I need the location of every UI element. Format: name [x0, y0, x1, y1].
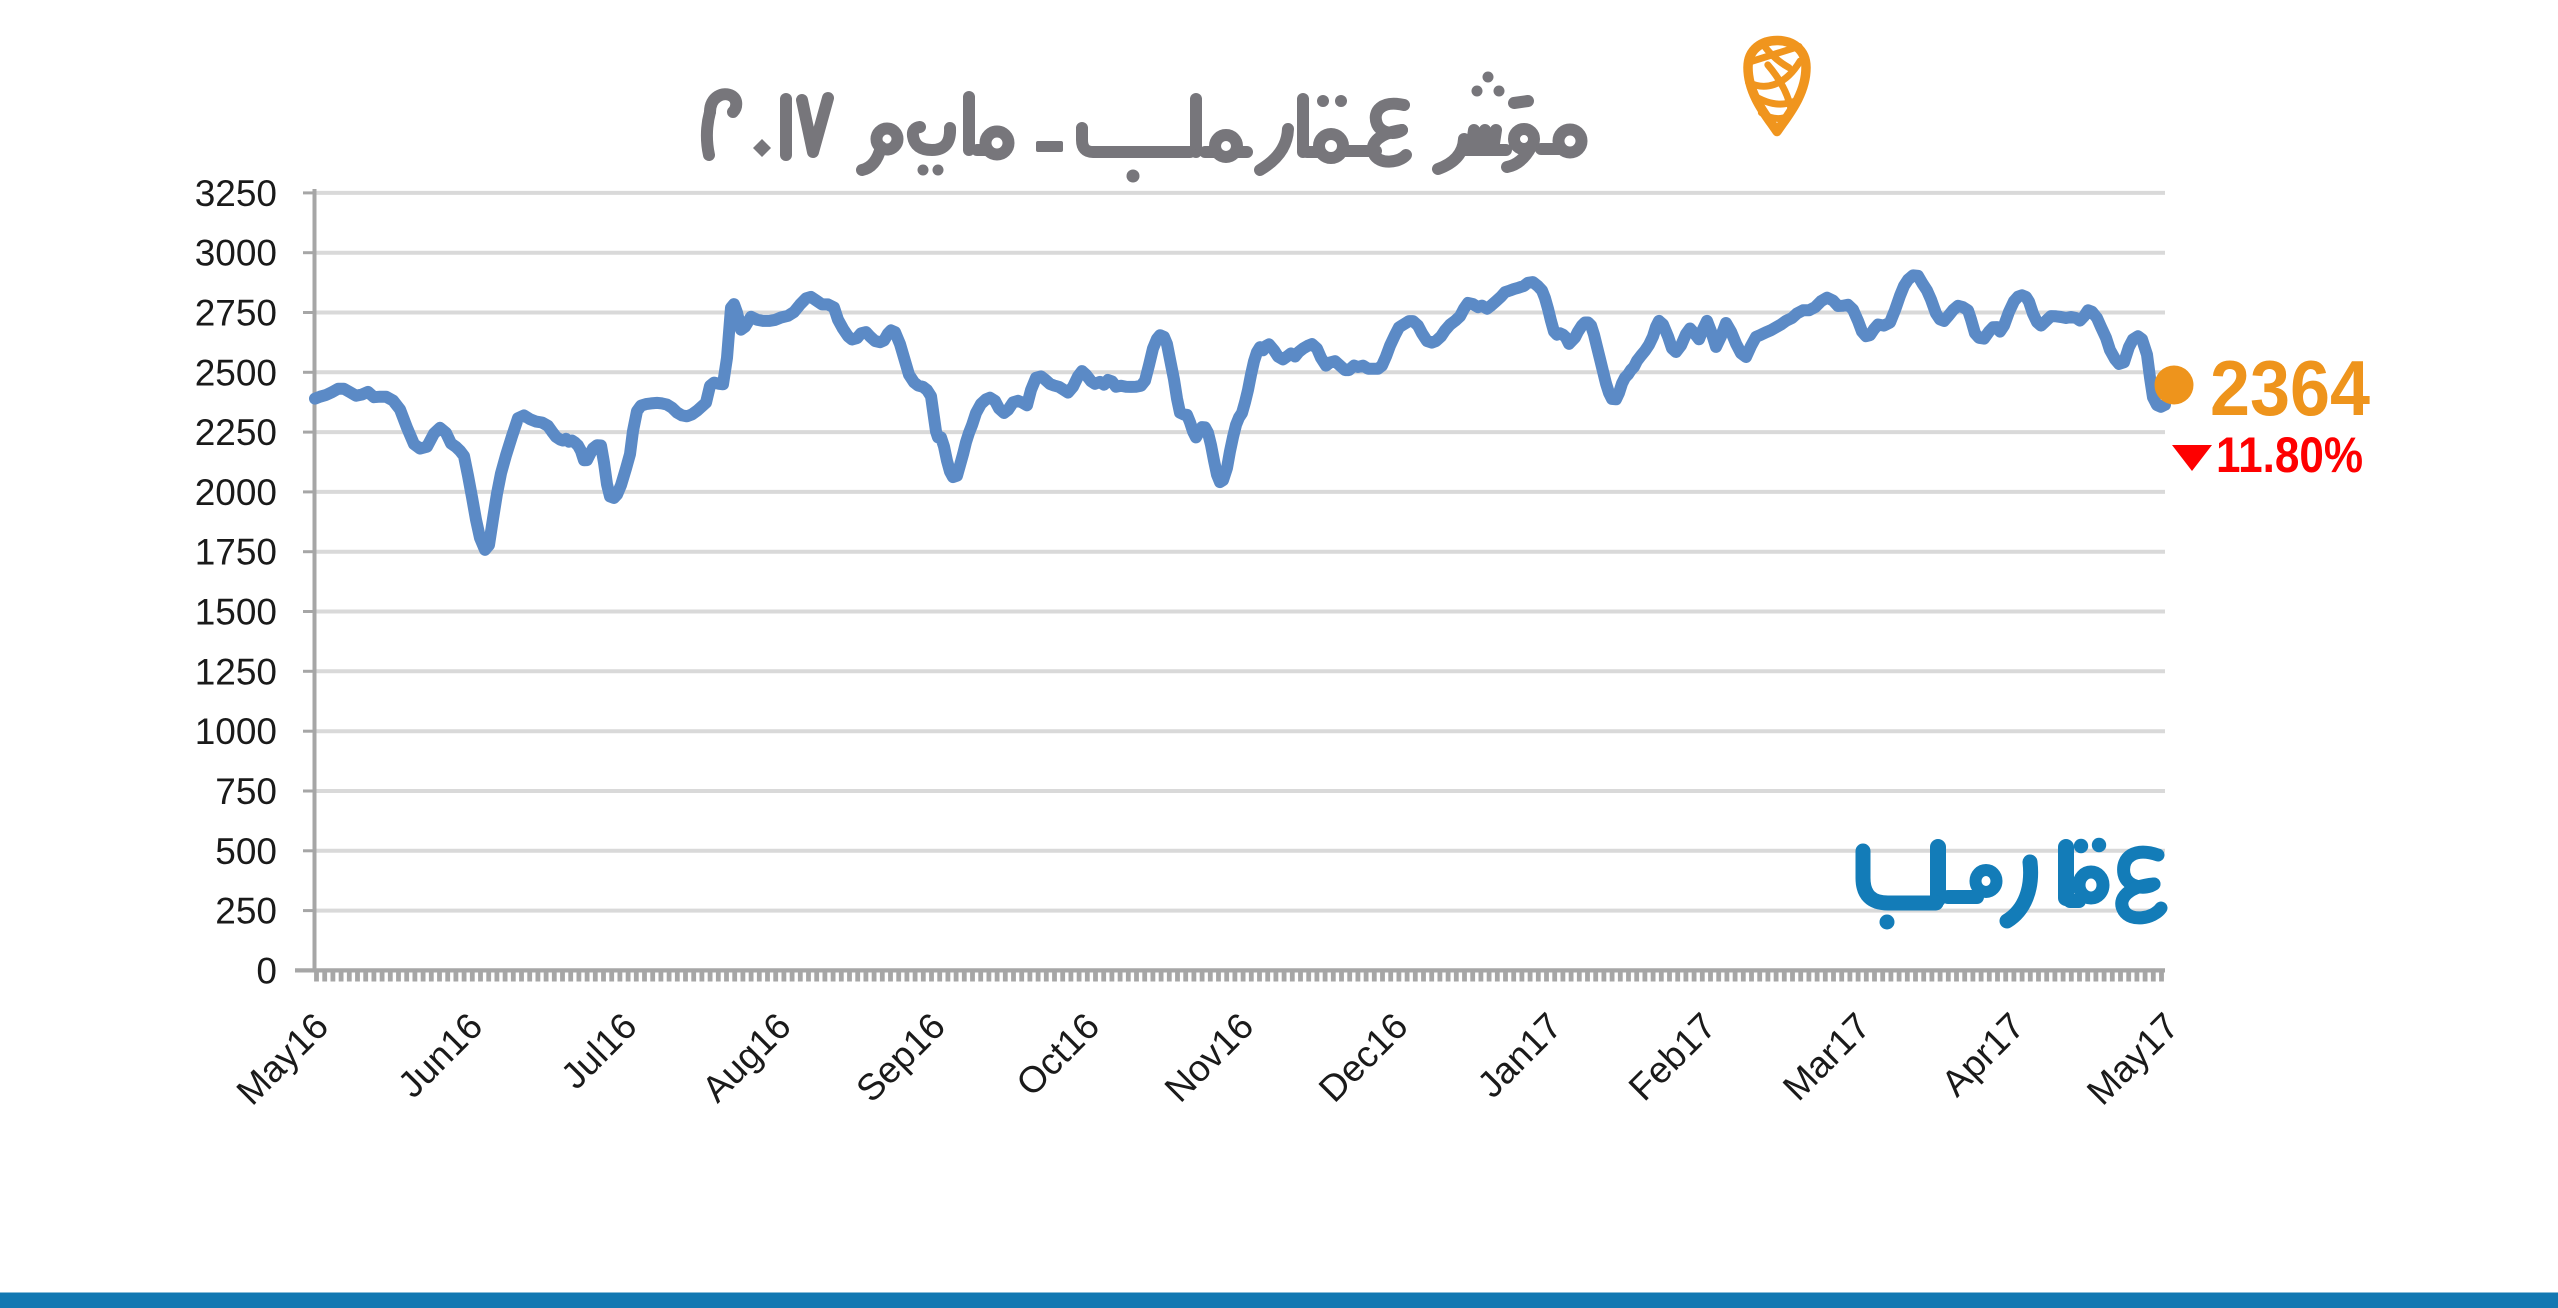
- svg-text:2500: 2500: [195, 352, 277, 393]
- svg-text:3000: 3000: [195, 233, 277, 274]
- svg-text:250: 250: [215, 891, 277, 932]
- svg-text:11.80%: 11.80%: [2216, 427, 2363, 483]
- svg-text:2750: 2750: [195, 293, 277, 334]
- svg-text:1500: 1500: [195, 592, 277, 633]
- svg-text:2250: 2250: [195, 412, 277, 453]
- svg-text:0: 0: [256, 950, 277, 991]
- svg-text:1250: 1250: [195, 651, 277, 692]
- svg-text:2000: 2000: [195, 472, 277, 513]
- svg-text:750: 750: [215, 771, 277, 812]
- svg-text:1000: 1000: [195, 711, 277, 752]
- svg-text:3250: 3250: [195, 173, 277, 214]
- svg-text:1750: 1750: [195, 532, 277, 573]
- svg-text:500: 500: [215, 831, 277, 872]
- svg-text:2364: 2364: [2210, 344, 2370, 432]
